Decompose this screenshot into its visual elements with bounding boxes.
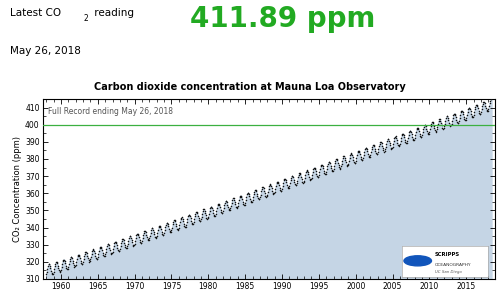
Text: May 26, 2018: May 26, 2018 bbox=[10, 46, 81, 56]
Y-axis label: CO₂ Concentration (ppm): CO₂ Concentration (ppm) bbox=[14, 136, 22, 242]
Text: 411.89 ppm: 411.89 ppm bbox=[190, 5, 376, 33]
Text: Full Record ending May 26, 2018: Full Record ending May 26, 2018 bbox=[48, 107, 172, 116]
Text: Latest CO: Latest CO bbox=[10, 8, 61, 18]
Text: reading: reading bbox=[91, 8, 134, 18]
Text: 2: 2 bbox=[84, 14, 88, 23]
Text: Carbon dioxide concentration at Mauna Loa Observatory: Carbon dioxide concentration at Mauna Lo… bbox=[94, 82, 406, 92]
